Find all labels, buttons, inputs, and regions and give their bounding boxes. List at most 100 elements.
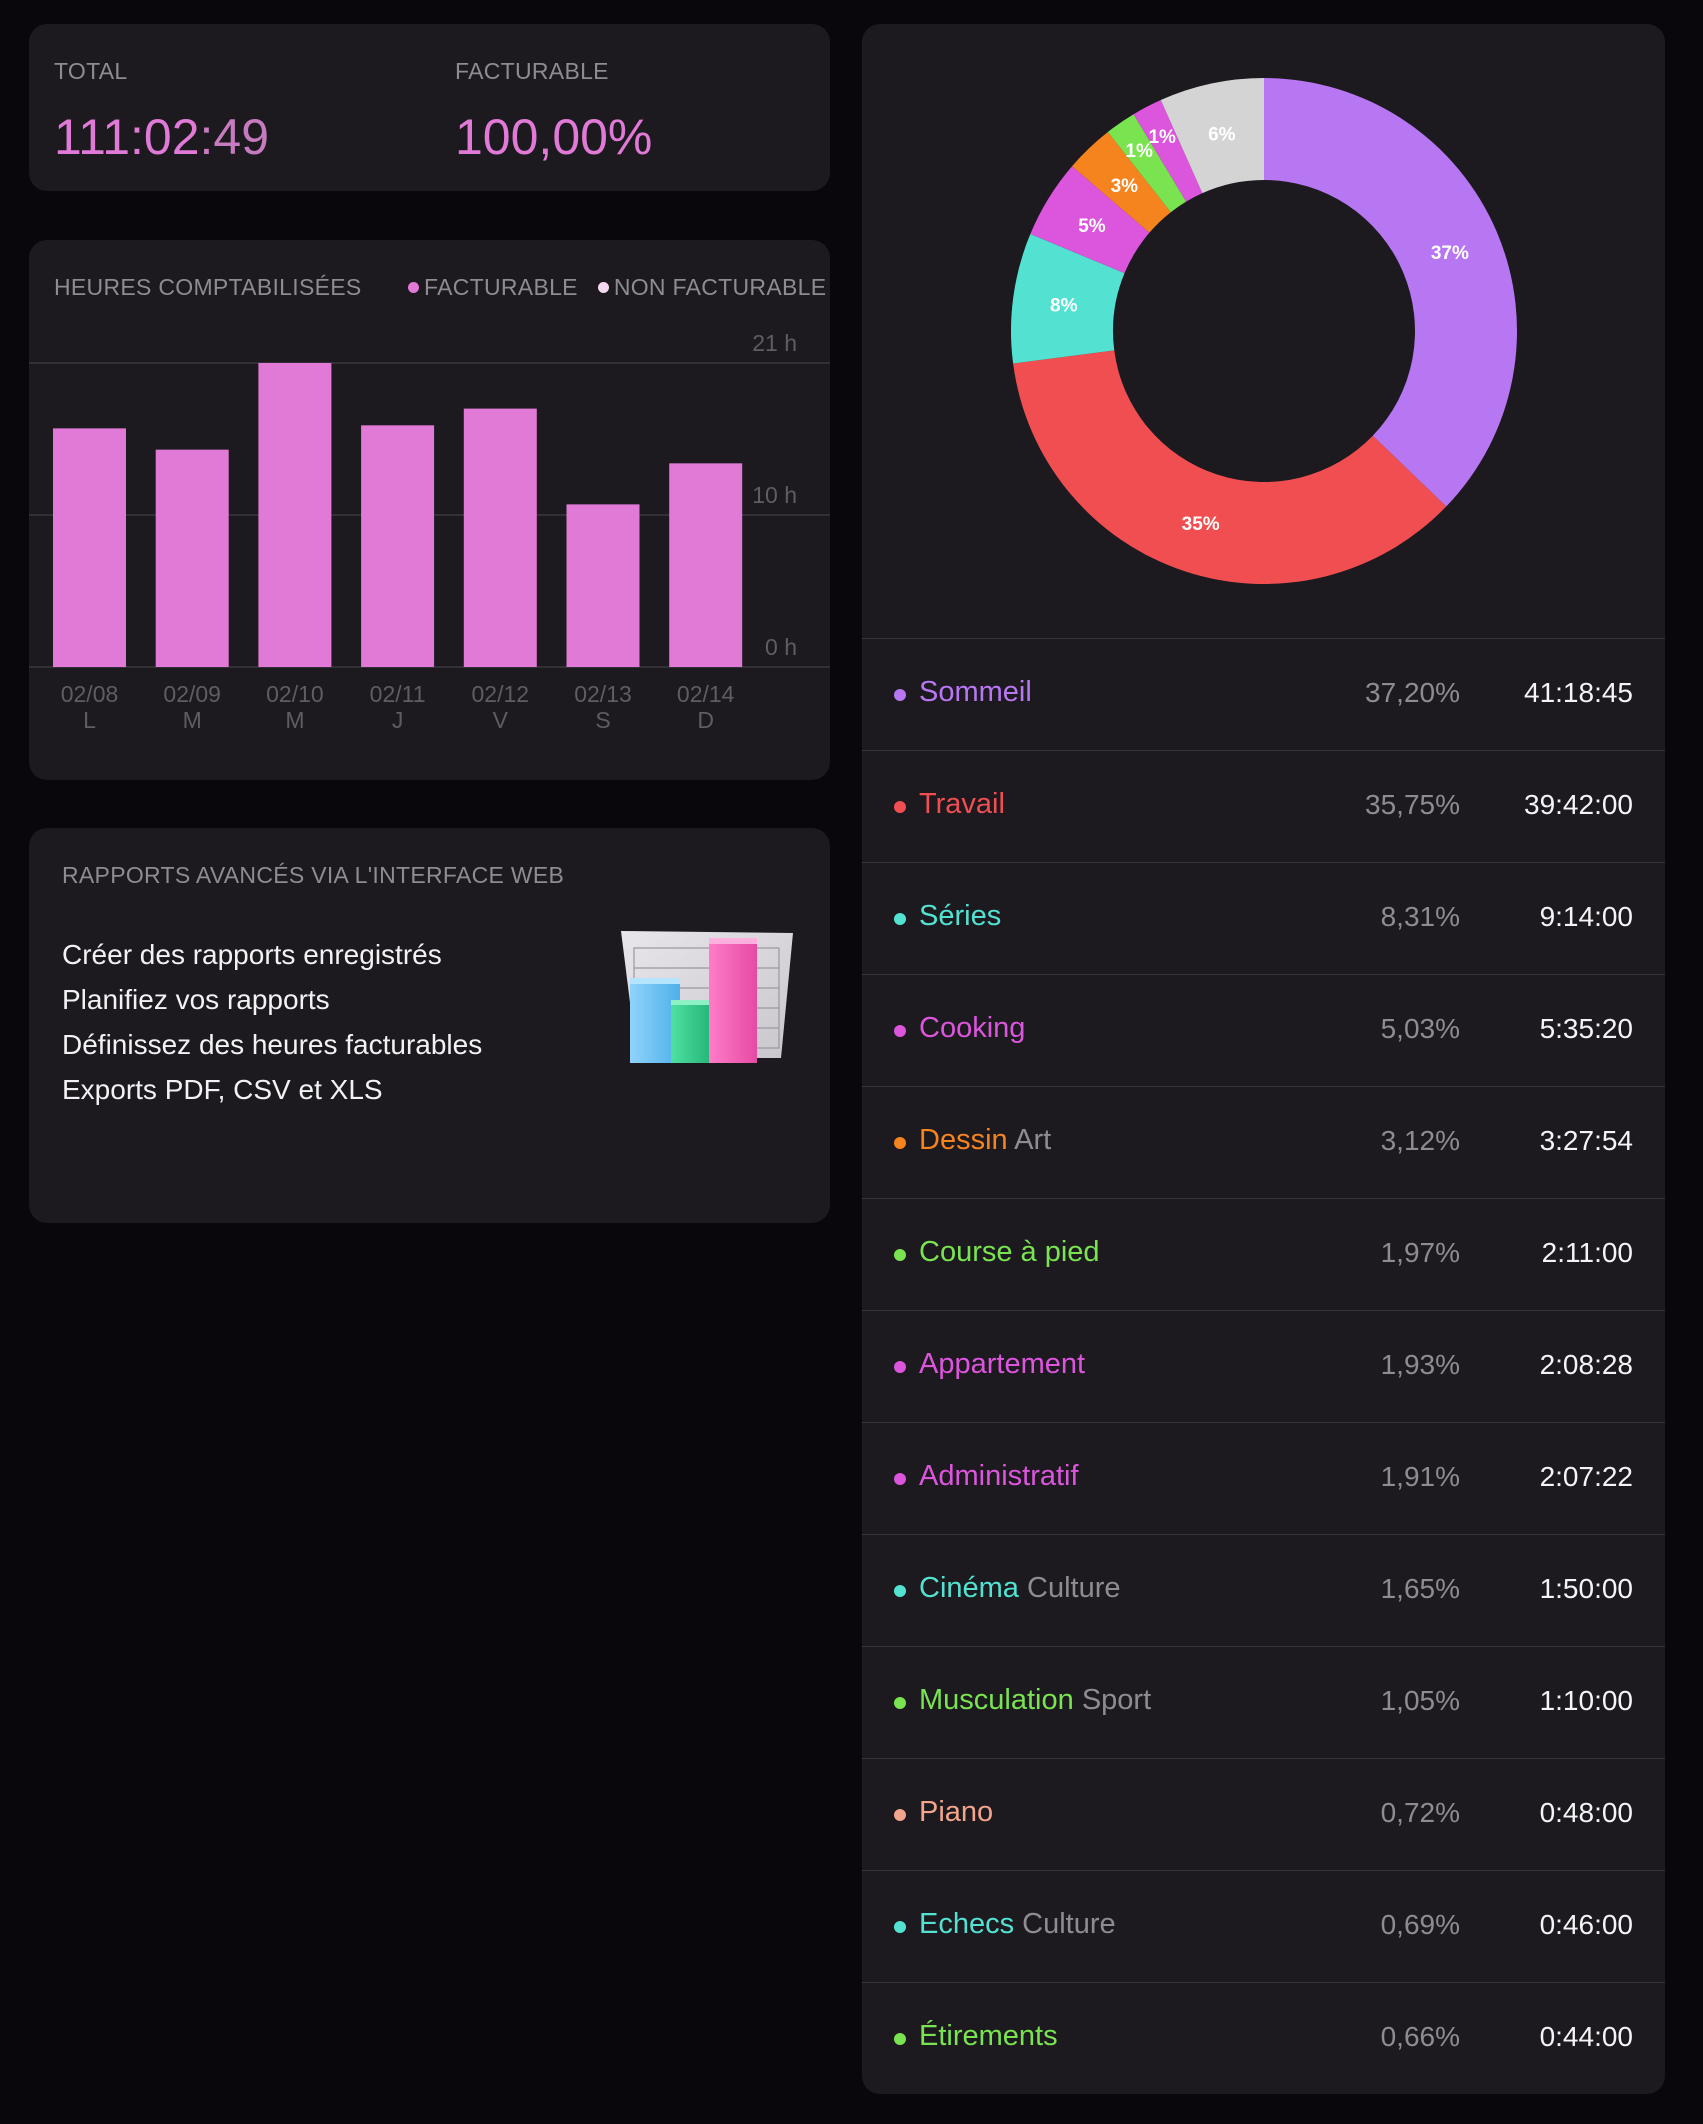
x-tick-label: 02/13 xyxy=(574,681,632,707)
category-row[interactable]: Musculation Sport 1,05% 1:10:00 xyxy=(862,1646,1665,1758)
category-duration: 2:08:28 xyxy=(1540,1349,1633,1381)
donut-slice-label: 37% xyxy=(1431,243,1469,264)
bar-02-08[interactable] xyxy=(53,428,126,667)
category-percent: 0,72% xyxy=(1381,1797,1460,1829)
category-color-dot-icon xyxy=(894,1809,906,1821)
category-row[interactable]: Dessin Art 3,12% 3:27:54 xyxy=(862,1086,1665,1198)
category-percent: 35,75% xyxy=(1365,789,1460,821)
category-name: Appartement xyxy=(919,1348,1085,1381)
bar-02-10[interactable] xyxy=(258,363,331,667)
category-percent: 1,93% xyxy=(1381,1349,1460,1381)
category-color-dot-icon xyxy=(894,2033,906,2045)
category-color-dot-icon xyxy=(894,1137,906,1149)
bar-02-13[interactable] xyxy=(567,504,640,667)
category-label: Musculation xyxy=(919,1684,1074,1716)
donut-slice[interactable] xyxy=(1264,78,1517,506)
total-value-main: 111:02 xyxy=(54,109,200,165)
bar-02-12[interactable] xyxy=(464,409,537,667)
x-day-label: L xyxy=(83,707,96,733)
category-row[interactable]: Travail 35,75% 39:42:00 xyxy=(862,750,1665,862)
category-tag: Culture xyxy=(1027,1572,1121,1604)
category-row[interactable]: Cooking 5,03% 5:35:20 xyxy=(862,974,1665,1086)
category-row[interactable]: Cinéma Culture 1,65% 1:50:00 xyxy=(862,1534,1665,1646)
category-color-dot-icon xyxy=(894,1249,906,1261)
category-label: Appartement xyxy=(919,1348,1085,1380)
legend-dot-icon xyxy=(408,282,419,293)
category-percent: 37,20% xyxy=(1365,677,1460,709)
x-day-label: D xyxy=(697,707,714,733)
donut-slice-label: 3% xyxy=(1111,176,1139,197)
category-duration: 5:35:20 xyxy=(1540,1013,1633,1045)
category-duration: 0:48:00 xyxy=(1540,1797,1633,1829)
category-name: Piano xyxy=(919,1796,993,1829)
category-percent: 1,65% xyxy=(1381,1573,1460,1605)
category-tag: Culture xyxy=(1022,1908,1116,1940)
category-label: Dessin xyxy=(919,1124,1008,1156)
category-duration: 0:44:00 xyxy=(1540,2021,1633,2053)
category-color-dot-icon xyxy=(894,1921,906,1933)
donut-slice-label: 6% xyxy=(1208,124,1236,145)
total-label: TOTAL xyxy=(54,58,128,85)
legend-label: FACTURABLE xyxy=(424,274,578,301)
legend-dot-icon xyxy=(598,282,609,293)
x-day-label: S xyxy=(595,707,610,733)
category-tag: Art xyxy=(1014,1124,1051,1156)
bar-02-09[interactable] xyxy=(156,450,229,667)
category-name: Course à pied xyxy=(919,1236,1100,1269)
donut-slice[interactable] xyxy=(1013,350,1446,584)
category-row[interactable]: Course à pied 1,97% 2:11:00 xyxy=(862,1198,1665,1310)
category-row[interactable]: Sommeil 37,20% 41:18:45 xyxy=(862,638,1665,750)
category-color-dot-icon xyxy=(894,689,906,701)
x-day-label: M xyxy=(183,707,202,733)
hours-chart-title: HEURES COMPTABILISÉES xyxy=(54,274,362,301)
bar-chart-report-icon xyxy=(615,923,795,1068)
category-label: Séries xyxy=(919,900,1001,932)
category-label: Étirements xyxy=(919,2020,1058,2052)
category-donut-chart: 37% 35% 8% 5%3% 1%1% 6% xyxy=(862,24,1665,638)
hours-bar-chart: 0 h10 h21 h02/08L02/09M02/10M02/11J02/12… xyxy=(29,240,830,780)
donut-slice-label: 35% xyxy=(1182,514,1220,535)
category-breakdown-card: 37% 35% 8% 5% 3% 1% 1% 6% Sommeil 37,20% 41:18:45… xyxy=(862,24,1665,2094)
x-day-label: J xyxy=(392,707,404,733)
x-day-label: V xyxy=(493,707,509,733)
x-tick-label: 02/10 xyxy=(266,681,324,707)
category-duration: 0:46:00 xyxy=(1540,1909,1633,1941)
advanced-reports-card[interactable]: RAPPORTS AVANCÉS VIA L'INTERFACE WEB Cré… xyxy=(29,828,830,1223)
category-label: Course à pied xyxy=(919,1236,1100,1268)
category-label: Administratif xyxy=(919,1460,1079,1492)
bar-02-14[interactable] xyxy=(669,463,742,667)
category-color-dot-icon xyxy=(894,1697,906,1709)
category-color-dot-icon xyxy=(894,1585,906,1597)
bar-02-11[interactable] xyxy=(361,425,434,667)
feature-item: Créer des rapports enregistrés xyxy=(62,932,482,977)
category-duration: 9:14:00 xyxy=(1540,901,1633,933)
x-day-label: M xyxy=(285,707,304,733)
category-name: Étirements xyxy=(919,2020,1058,2053)
legend-item-billable: FACTURABLE xyxy=(408,274,578,301)
category-row[interactable]: Étirements 0,66% 0:44:00 xyxy=(862,1982,1665,2094)
category-duration: 2:07:22 xyxy=(1540,1461,1633,1493)
category-row[interactable]: Echecs Culture 0,69% 0:46:00 xyxy=(862,1870,1665,1982)
category-label: Echecs xyxy=(919,1908,1014,1940)
x-tick-label: 02/12 xyxy=(472,681,530,707)
category-duration: 3:27:54 xyxy=(1540,1125,1633,1157)
legend-label: NON FACTURABLE xyxy=(614,274,827,301)
feature-item: Planifiez vos rapports xyxy=(62,977,482,1022)
category-name: Musculation Sport xyxy=(919,1684,1151,1717)
category-percent: 1,97% xyxy=(1381,1237,1460,1269)
y-tick-label: 21 h xyxy=(752,330,797,356)
category-percent: 8,31% xyxy=(1381,901,1460,933)
category-row[interactable]: Appartement 1,93% 2:08:28 xyxy=(862,1310,1665,1422)
x-tick-label: 02/09 xyxy=(163,681,221,707)
x-tick-label: 02/14 xyxy=(677,681,735,707)
category-percent: 1,05% xyxy=(1381,1685,1460,1717)
reports-card-title: RAPPORTS AVANCÉS VIA L'INTERFACE WEB xyxy=(62,862,564,889)
total-value-seconds: :49 xyxy=(200,109,270,165)
category-row[interactable]: Piano 0,72% 0:48:00 xyxy=(862,1758,1665,1870)
y-tick-label: 10 h xyxy=(752,482,797,508)
category-duration: 39:42:00 xyxy=(1524,789,1633,821)
category-row[interactable]: Séries 8,31% 9:14:00 xyxy=(862,862,1665,974)
feature-item: Exports PDF, CSV et XLS xyxy=(62,1067,482,1112)
category-name: Sommeil xyxy=(919,676,1032,709)
category-row[interactable]: Administratif 1,91% 2:07:22 xyxy=(862,1422,1665,1534)
